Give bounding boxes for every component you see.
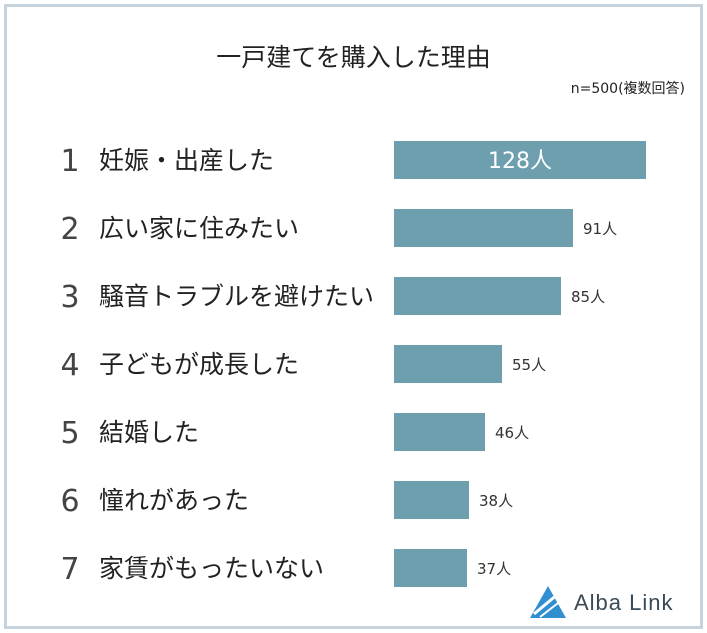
chart-frame	[4, 4, 703, 629]
category-label: 結婚した	[99, 418, 199, 447]
rank-label: 6	[60, 484, 79, 519]
rank-label: 2	[60, 212, 79, 247]
category-label: 家賃がもったいない	[99, 554, 324, 583]
rank-label: 3	[60, 280, 79, 315]
brand-name: Alba Link	[574, 590, 674, 615]
brand-logo: Alba Link	[528, 584, 698, 624]
value-label: 55人	[512, 356, 546, 374]
bar	[394, 277, 561, 315]
value-label: 46人	[495, 424, 529, 442]
category-label: 憧れがあった	[99, 486, 249, 515]
rank-label: 5	[60, 416, 79, 451]
rank-label: 7	[60, 552, 79, 587]
value-label: 128人	[488, 149, 552, 174]
rank-label: 4	[60, 348, 79, 383]
sample-note: n=500(複数回答)	[570, 81, 685, 97]
bar	[394, 209, 573, 247]
bar	[394, 345, 502, 383]
value-label: 85人	[571, 288, 605, 306]
value-label: 38人	[479, 492, 513, 510]
category-label: 妊娠・出産した	[99, 146, 274, 175]
category-label: 広い家に住みたい	[99, 214, 299, 243]
bar	[394, 549, 467, 587]
bar	[394, 413, 485, 451]
chart-title: 一戸建てを購入した理由	[216, 43, 491, 72]
alba-link-logo-icon	[530, 586, 566, 618]
bar	[394, 141, 646, 179]
category-label: 子どもが成長した	[99, 350, 299, 379]
value-label: 91人	[583, 220, 617, 238]
bar	[394, 481, 469, 519]
category-label: 騒音トラブルを避けたい	[99, 282, 374, 311]
value-label: 37人	[477, 560, 511, 578]
rank-label: 1	[60, 144, 79, 179]
